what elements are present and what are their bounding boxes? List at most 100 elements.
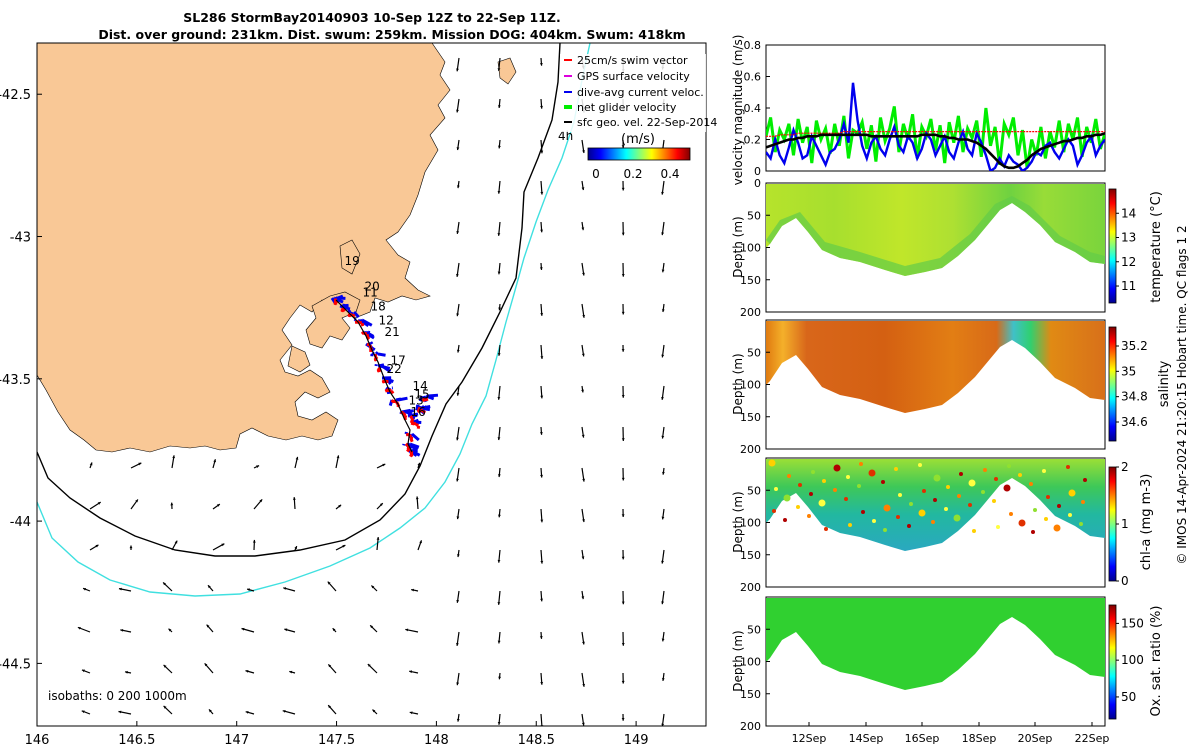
day-label: 17 <box>390 354 405 368</box>
chla-patch <box>1081 500 1085 504</box>
map-y-tick-label: -44.5 <box>0 657 31 672</box>
chla-patch <box>898 493 902 497</box>
velocity-arrow-head <box>163 582 166 586</box>
velocity-arrow-head <box>456 313 460 317</box>
chla-patch <box>848 523 852 527</box>
chla-patch <box>861 510 865 514</box>
swim-vector <box>402 412 407 417</box>
velocity-arrow-head <box>661 191 664 195</box>
velocity-arrow-head <box>498 145 501 149</box>
swim-vector <box>421 409 427 414</box>
velocity-arrow-head <box>621 601 625 605</box>
chla-patch <box>896 515 900 519</box>
dive-avg-vector <box>347 309 352 314</box>
chla-patch <box>872 519 876 523</box>
chla-patch <box>883 504 891 512</box>
map-x-tick-label: 148 <box>424 733 449 748</box>
temperature-panel: 0 50 100 150 200 Depth (m) 11 12 13 14 temperat… <box>731 177 1164 319</box>
chla-patch <box>1003 484 1011 492</box>
swim-vector <box>409 438 414 443</box>
velocity-arrow-head <box>456 185 460 189</box>
velocity-arrow-head <box>282 709 286 713</box>
velocity-arrow-head <box>581 227 585 231</box>
map-frame <box>36 42 707 727</box>
velocity-arrow-head <box>208 709 212 713</box>
velocity-arrow-head <box>539 636 543 639</box>
chla-patch <box>957 494 961 498</box>
velocity-arrow-head <box>621 349 625 352</box>
swim-vector <box>358 320 363 325</box>
chla-patch <box>1007 464 1011 468</box>
velocity-series-gps-surface-velocity <box>766 131 1105 137</box>
chla-patch <box>787 474 791 478</box>
legend-label-net: net glider velocity <box>577 101 677 114</box>
velocity-arrow-head <box>89 462 93 466</box>
depth-tick-label: 200 <box>740 306 761 319</box>
velocity-arrow-head <box>497 396 501 400</box>
velocity-arrow-head <box>540 682 544 685</box>
velocity-arrow-head <box>540 598 544 602</box>
velocity-y-tick-label: 0 <box>754 165 761 178</box>
time-tick-label: 12Sep <box>792 732 827 745</box>
salinity-colorbar-label: salinity <box>1157 360 1172 407</box>
velocity-arrow-head <box>581 556 585 560</box>
dive-avg-vector <box>415 405 420 411</box>
track-start-label: 4h <box>558 129 573 143</box>
swim-vector <box>406 448 411 453</box>
velocity-arrow-head <box>497 271 501 275</box>
oxygen-colorbar <box>1108 604 1117 720</box>
swim-vector <box>405 432 410 437</box>
chla-patch <box>953 514 961 522</box>
depth-tick-label: 200 <box>740 443 761 456</box>
time-x-ticks: 12Sep 14Sep 16Sep 18Sep 20Sep 22Sep <box>792 722 1109 745</box>
velocity-arrow-head <box>245 669 249 673</box>
velocity-arrow-head <box>540 560 544 564</box>
chla-patch <box>968 503 972 507</box>
velocity-arrow-head <box>497 353 501 356</box>
colorbar-tick-label: 35 <box>1121 364 1136 378</box>
velocity-arrow-head <box>417 462 421 466</box>
land-small-island <box>339 239 361 275</box>
dive-avg-vector <box>403 409 414 414</box>
chla-patch <box>907 524 911 528</box>
chla-patch <box>968 479 976 487</box>
velocity-arrow-head <box>83 587 87 591</box>
velocity-arrow-head <box>497 722 501 725</box>
depth-tick-label: 50 <box>747 346 761 359</box>
velocity-arrow-head <box>456 437 459 441</box>
velocity-arrow-head <box>621 514 625 518</box>
colorbar-tick-label: 11 <box>1121 279 1136 293</box>
velocity-arrow-head <box>455 643 459 646</box>
velocity-arrow-head <box>456 682 460 686</box>
colorbar-tick-label: 50 <box>1121 690 1136 704</box>
velocity-arrow-head <box>581 596 585 600</box>
velocity-series-dive-avg-current-veloc- <box>766 82 1105 171</box>
chla-patch <box>1066 465 1070 469</box>
chla-patch <box>996 525 1000 529</box>
chla-patch <box>768 459 776 467</box>
chla-patch <box>774 487 778 491</box>
velocity-arrow-head <box>661 354 665 358</box>
velocity-ylabel: velocity magnitude (m/s) <box>731 35 745 186</box>
velocity-arrow-head <box>120 628 124 632</box>
velocity-arrow-head <box>163 664 167 668</box>
chla-patch <box>811 470 815 474</box>
velocity-arrow-head <box>661 435 665 439</box>
chla-patch <box>844 497 848 501</box>
chla-patch <box>833 488 837 492</box>
chla-patch <box>783 494 791 502</box>
velocity-series <box>766 82 1105 171</box>
chla-y-ticks: 50 100 150 200 <box>740 484 770 594</box>
velocity-arrow-head <box>207 585 211 589</box>
oxygen-y-ticks: 50 100 150 200 <box>740 623 770 733</box>
velocity-arrow-head <box>97 502 101 505</box>
velocity-arrow-head <box>621 232 625 236</box>
colorbar-tick-label: 1 <box>1121 517 1129 531</box>
velocity-arrow-head <box>581 187 585 191</box>
velocity-y-tick-label: 0.8 <box>744 39 762 52</box>
velocity-arrow-head <box>621 680 625 684</box>
dive-avg-vector <box>381 364 392 373</box>
velocity-arrow-head <box>497 190 501 194</box>
swim-vector <box>341 307 347 312</box>
dive-avg-vector <box>425 394 435 401</box>
